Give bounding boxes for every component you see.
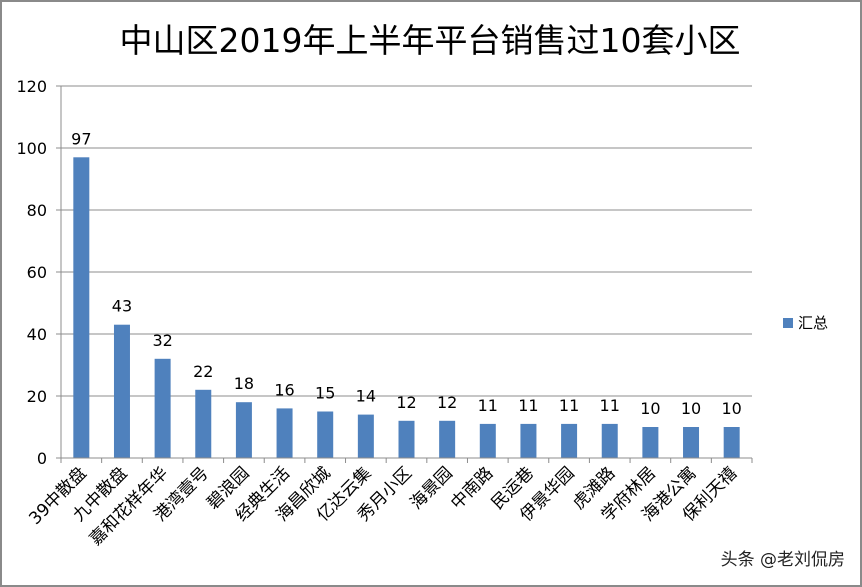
bar xyxy=(235,402,252,458)
y-tick-label: 100 xyxy=(16,139,47,158)
data-label: 18 xyxy=(234,374,254,393)
data-label: 11 xyxy=(559,396,579,415)
bar xyxy=(601,423,618,458)
data-label: 43 xyxy=(112,297,132,316)
bar xyxy=(398,420,415,458)
bar xyxy=(276,408,293,458)
y-tick-label: 20 xyxy=(27,387,47,406)
bar xyxy=(357,414,374,458)
bar xyxy=(520,423,537,458)
data-label: 10 xyxy=(640,399,660,418)
data-label: 10 xyxy=(721,399,741,418)
chart-title: 中山区2019年上半年平台销售过10套小区 xyxy=(120,21,741,60)
bar xyxy=(439,420,456,458)
y-tick-label: 40 xyxy=(27,325,47,344)
legend-swatch xyxy=(783,318,793,328)
data-label: 15 xyxy=(315,384,335,403)
data-label: 10 xyxy=(681,399,701,418)
data-label: 11 xyxy=(600,396,620,415)
watermark: 头条 @老刘侃房 xyxy=(721,550,845,570)
x-tick-label: 海景园 xyxy=(406,463,456,513)
y-tick-label: 120 xyxy=(16,77,47,96)
bar xyxy=(113,324,130,458)
bar xyxy=(195,389,212,458)
bar xyxy=(73,157,90,459)
bar xyxy=(642,427,659,458)
bar xyxy=(154,358,171,458)
y-tick-label: 0 xyxy=(37,449,47,468)
bar xyxy=(479,423,496,458)
data-label: 12 xyxy=(437,393,457,412)
data-label: 12 xyxy=(396,393,416,412)
bar xyxy=(317,411,334,458)
data-label: 16 xyxy=(274,380,294,399)
data-label: 32 xyxy=(152,331,172,350)
data-label: 11 xyxy=(478,396,498,415)
y-tick-label: 60 xyxy=(27,263,47,282)
bar xyxy=(561,423,578,458)
legend-label: 汇总 xyxy=(798,314,828,332)
data-label: 97 xyxy=(71,129,91,148)
bar xyxy=(683,427,700,458)
x-tick-label: 中南路 xyxy=(447,463,497,513)
data-label: 22 xyxy=(193,362,213,381)
y-tick-label: 80 xyxy=(27,201,47,220)
data-label: 14 xyxy=(356,387,376,406)
data-label: 11 xyxy=(518,396,538,415)
legend: 汇总 xyxy=(783,314,828,332)
bar xyxy=(723,427,740,458)
